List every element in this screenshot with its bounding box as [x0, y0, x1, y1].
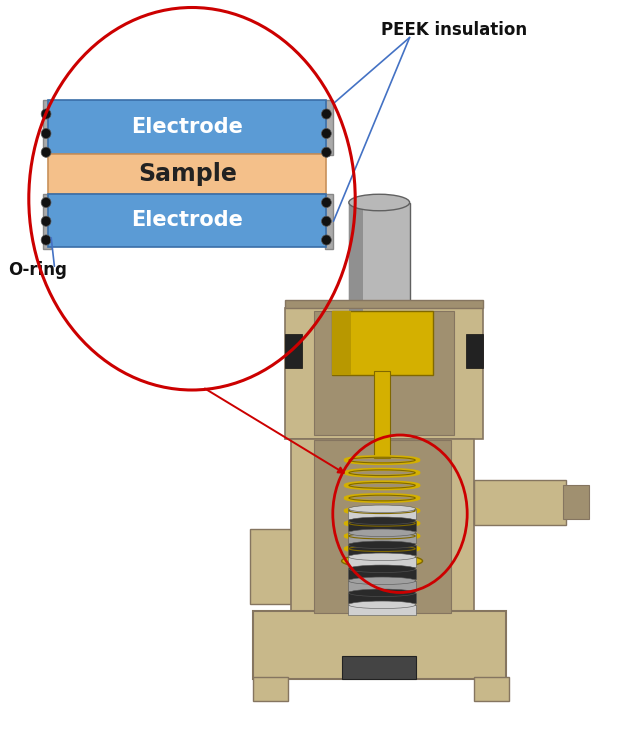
FancyBboxPatch shape — [349, 580, 416, 591]
Ellipse shape — [348, 565, 416, 572]
FancyBboxPatch shape — [48, 154, 326, 194]
FancyBboxPatch shape — [314, 311, 454, 435]
FancyBboxPatch shape — [474, 677, 509, 701]
FancyBboxPatch shape — [43, 100, 51, 155]
FancyBboxPatch shape — [374, 371, 390, 458]
FancyBboxPatch shape — [349, 556, 416, 567]
Text: PEEK insulation: PEEK insulation — [381, 21, 527, 39]
FancyBboxPatch shape — [253, 677, 288, 701]
FancyBboxPatch shape — [349, 544, 416, 555]
Ellipse shape — [348, 601, 416, 608]
FancyBboxPatch shape — [349, 509, 416, 519]
FancyBboxPatch shape — [349, 520, 416, 531]
Ellipse shape — [321, 197, 332, 208]
Ellipse shape — [342, 554, 422, 568]
Ellipse shape — [348, 517, 416, 524]
Ellipse shape — [321, 235, 332, 245]
Ellipse shape — [41, 147, 51, 158]
Ellipse shape — [348, 505, 416, 512]
FancyBboxPatch shape — [253, 611, 506, 679]
Ellipse shape — [41, 235, 51, 245]
Text: Sample: Sample — [138, 162, 237, 186]
FancyBboxPatch shape — [291, 439, 474, 615]
Text: Electrode: Electrode — [131, 211, 243, 230]
FancyBboxPatch shape — [325, 100, 333, 155]
FancyBboxPatch shape — [349, 604, 416, 615]
FancyBboxPatch shape — [332, 311, 351, 375]
Ellipse shape — [321, 128, 332, 139]
FancyBboxPatch shape — [349, 532, 416, 543]
FancyBboxPatch shape — [285, 308, 483, 439]
FancyBboxPatch shape — [342, 656, 416, 679]
FancyBboxPatch shape — [48, 194, 326, 248]
Ellipse shape — [348, 553, 416, 560]
Polygon shape — [285, 300, 483, 307]
Ellipse shape — [321, 109, 332, 119]
Ellipse shape — [348, 589, 416, 596]
Ellipse shape — [321, 147, 332, 158]
Ellipse shape — [348, 529, 416, 536]
Ellipse shape — [41, 109, 51, 119]
Text: Electrode: Electrode — [131, 117, 243, 136]
FancyBboxPatch shape — [250, 529, 291, 604]
FancyBboxPatch shape — [314, 440, 451, 613]
FancyBboxPatch shape — [563, 485, 589, 519]
Ellipse shape — [348, 577, 416, 584]
FancyBboxPatch shape — [349, 202, 363, 319]
FancyBboxPatch shape — [466, 334, 483, 368]
Ellipse shape — [41, 216, 51, 226]
Text: O-ring: O-ring — [8, 261, 67, 279]
FancyBboxPatch shape — [349, 202, 410, 319]
FancyBboxPatch shape — [325, 194, 333, 249]
FancyBboxPatch shape — [332, 311, 433, 375]
Ellipse shape — [41, 197, 51, 208]
FancyBboxPatch shape — [48, 100, 326, 154]
Ellipse shape — [348, 541, 416, 548]
FancyBboxPatch shape — [349, 592, 416, 603]
Ellipse shape — [349, 194, 410, 211]
FancyBboxPatch shape — [43, 194, 51, 249]
Ellipse shape — [41, 128, 51, 139]
FancyBboxPatch shape — [474, 480, 566, 525]
FancyBboxPatch shape — [285, 334, 302, 368]
FancyBboxPatch shape — [349, 568, 416, 579]
Ellipse shape — [321, 216, 332, 226]
